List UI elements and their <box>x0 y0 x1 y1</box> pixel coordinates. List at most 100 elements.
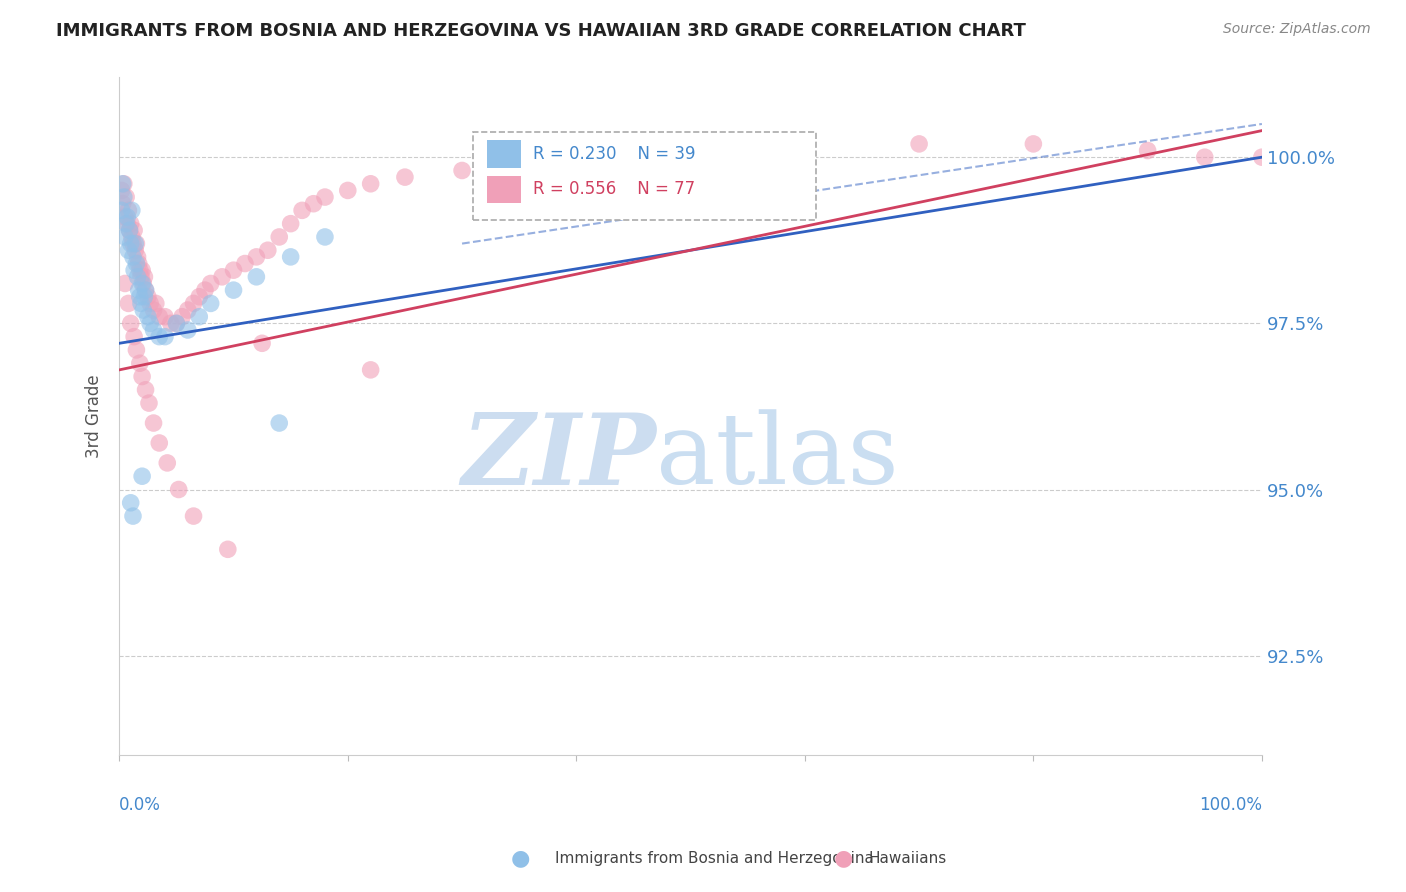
Point <box>1194 150 1216 164</box>
Point <box>114 277 136 291</box>
Point <box>112 177 135 191</box>
Point <box>679 144 702 158</box>
Point <box>183 509 205 524</box>
Point <box>451 163 474 178</box>
Point <box>142 416 165 430</box>
Point <box>1136 144 1159 158</box>
Point <box>122 329 145 343</box>
Point <box>124 236 146 251</box>
FancyBboxPatch shape <box>474 132 817 219</box>
Point <box>127 269 149 284</box>
Point <box>125 256 148 270</box>
Point <box>148 329 170 343</box>
Point <box>1022 136 1045 151</box>
Point <box>165 316 187 330</box>
Text: R = 0.556    N = 77: R = 0.556 N = 77 <box>533 180 695 198</box>
Point <box>188 310 211 324</box>
Point <box>194 283 217 297</box>
Point <box>114 230 136 244</box>
Point <box>145 296 167 310</box>
Point <box>129 269 152 284</box>
Point <box>360 363 382 377</box>
Point <box>211 269 233 284</box>
Point <box>117 244 139 258</box>
Point <box>114 210 136 224</box>
Point <box>128 356 150 370</box>
Point <box>165 316 187 330</box>
Point <box>115 217 138 231</box>
Point <box>233 256 256 270</box>
Point <box>120 496 142 510</box>
Point <box>110 203 132 218</box>
Point <box>142 323 165 337</box>
Point <box>117 296 139 310</box>
Point <box>132 303 155 318</box>
Point <box>250 336 273 351</box>
Point <box>138 396 160 410</box>
Point <box>115 190 138 204</box>
Point <box>134 269 156 284</box>
Point <box>269 416 291 430</box>
Point <box>148 436 170 450</box>
Point <box>200 277 222 291</box>
Text: ●: ● <box>834 848 853 868</box>
Point <box>131 277 153 291</box>
Point <box>222 283 245 297</box>
Point <box>122 250 145 264</box>
Point <box>129 296 152 310</box>
Text: Immigrants from Bosnia and Herzegovina: Immigrants from Bosnia and Herzegovina <box>555 851 875 865</box>
Point <box>136 290 159 304</box>
Point <box>167 483 190 497</box>
Text: ZIP: ZIP <box>461 409 657 506</box>
Point <box>135 283 157 297</box>
Point <box>508 157 530 171</box>
Point <box>121 203 143 218</box>
Text: IMMIGRANTS FROM BOSNIA AND HERZEGOVINA VS HAWAIIAN 3RD GRADE CORRELATION CHART: IMMIGRANTS FROM BOSNIA AND HERZEGOVINA V… <box>56 22 1026 40</box>
Text: ●: ● <box>510 848 530 868</box>
Point <box>159 316 181 330</box>
Point <box>125 343 148 357</box>
Point <box>314 230 336 244</box>
Point <box>336 183 359 197</box>
Point <box>394 170 416 185</box>
Point <box>302 196 325 211</box>
Point <box>131 369 153 384</box>
Point <box>118 223 141 237</box>
Point <box>153 329 176 343</box>
Point <box>111 177 134 191</box>
Point <box>280 217 302 231</box>
Point <box>139 296 162 310</box>
Point <box>142 303 165 318</box>
Point <box>360 177 382 191</box>
Point <box>222 263 245 277</box>
Point <box>139 316 162 330</box>
FancyBboxPatch shape <box>488 176 522 202</box>
Point <box>177 303 200 318</box>
Point <box>269 230 291 244</box>
Point <box>128 290 150 304</box>
Point <box>200 296 222 310</box>
Point <box>120 217 142 231</box>
Point <box>128 263 150 277</box>
Text: Hawaiians: Hawaiians <box>869 851 948 865</box>
Point <box>908 136 931 151</box>
Point <box>245 269 267 284</box>
Point <box>131 263 153 277</box>
Point <box>131 469 153 483</box>
Point <box>122 509 145 524</box>
Point <box>120 236 142 251</box>
Point <box>118 223 141 237</box>
Point <box>565 150 588 164</box>
Point <box>112 190 135 204</box>
Text: atlas: atlas <box>657 409 898 505</box>
Point <box>1251 150 1274 164</box>
Point <box>148 310 170 324</box>
Point <box>314 190 336 204</box>
Point <box>117 210 139 224</box>
Point <box>280 250 302 264</box>
Point <box>245 250 267 264</box>
Point <box>135 283 157 297</box>
Point <box>122 236 145 251</box>
Point <box>135 383 157 397</box>
Point <box>132 277 155 291</box>
